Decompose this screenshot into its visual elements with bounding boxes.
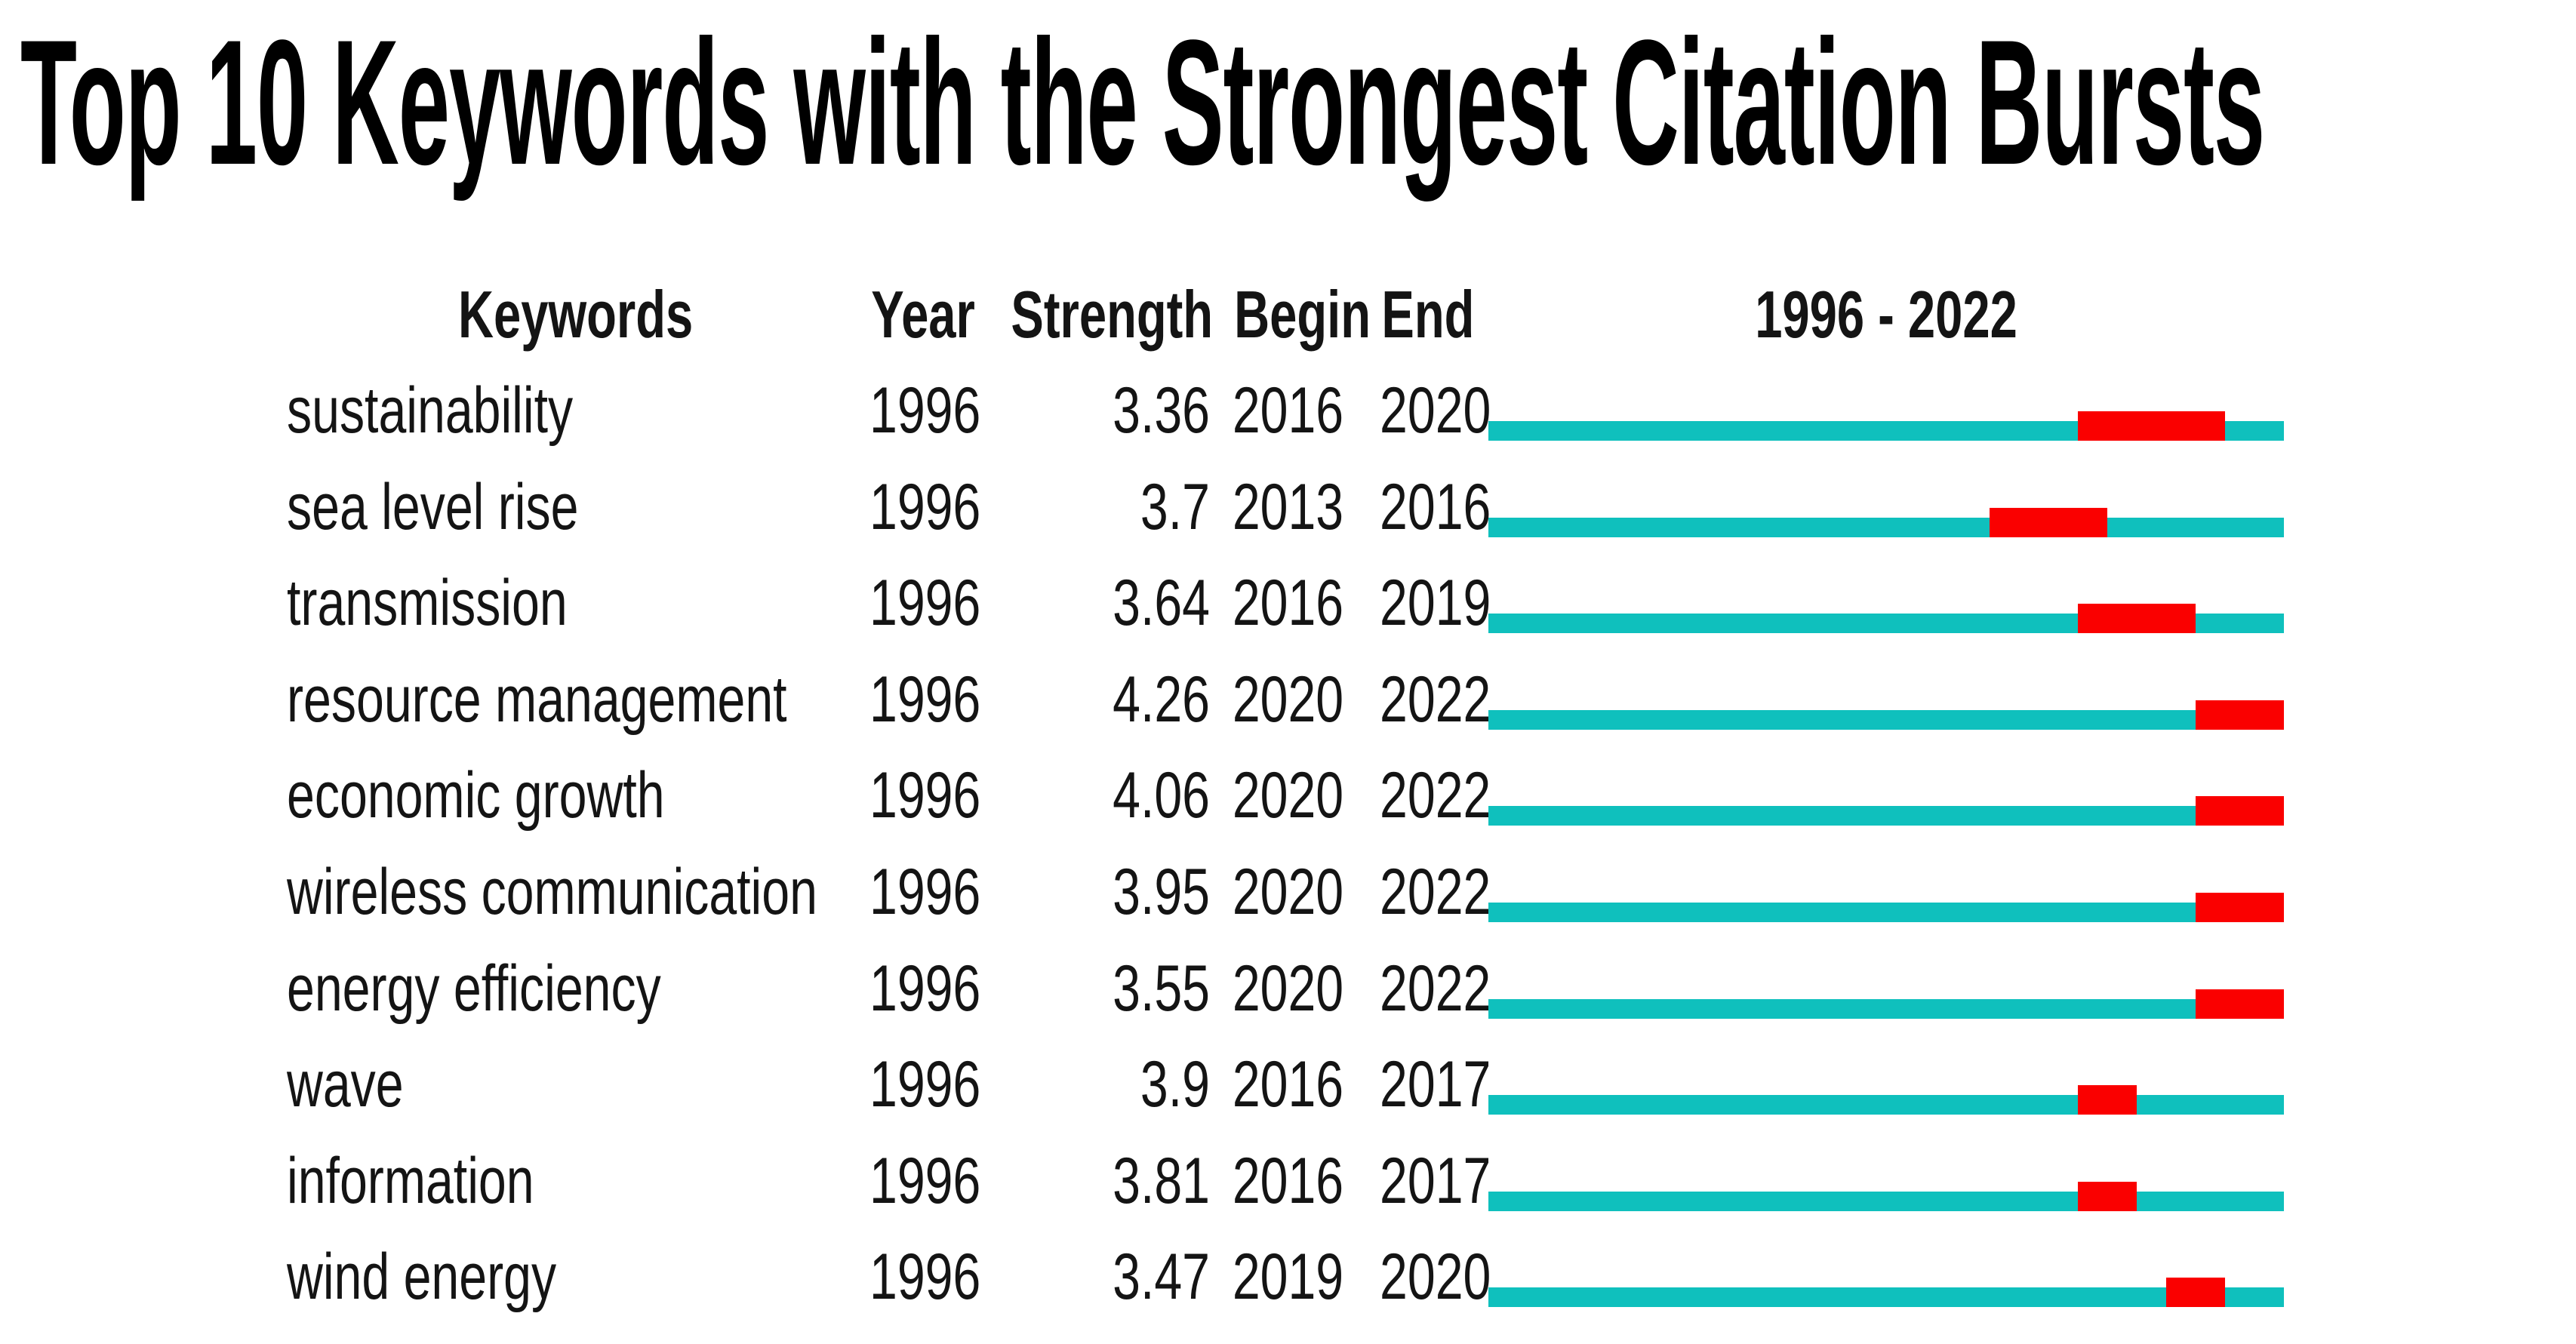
year-value: 1996 [869,1241,981,1313]
timeline-bar [1488,989,2284,1019]
end-value: 2020 [1380,1241,1491,1313]
strength-value: 3.95 [1113,856,1210,928]
keyword-label: sustainability [287,374,574,447]
column-header-keywords: Keywords [458,277,694,352]
table-row: energy efficiency 1996 3.55 2020 2022 [0,954,2576,1050]
timeline-bar [1488,604,2284,633]
end-value: 2016 [1380,471,1491,543]
timeline-bar [1488,1278,2284,1307]
year-value: 1996 [869,952,981,1025]
end-value: 2022 [1380,663,1491,736]
table-row: transmission 1996 3.64 2016 2019 [0,568,2576,665]
strength-value: 3.81 [1113,1145,1210,1217]
column-header-end: End [1381,277,1475,352]
begin-value: 2013 [1232,471,1344,543]
end-value: 2017 [1380,1145,1491,1217]
burst-segment [2077,411,2225,441]
keyword-label: energy efficiency [287,952,661,1025]
table-row: wave 1996 3.9 2016 2017 [0,1050,2576,1146]
strength-value: 4.06 [1113,759,1210,832]
year-value: 1996 [869,856,981,928]
end-value: 2020 [1380,374,1491,447]
table-row: sea level rise 1996 3.7 2013 2016 [0,472,2576,569]
burst-segment [2077,1182,2137,1211]
column-header-strength: Strength [1011,277,1214,352]
chart-title: Top 10 Keywords with the Strongest Citat… [20,3,2265,202]
year-value: 1996 [869,374,981,447]
strength-value: 3.7 [1140,471,1210,543]
timeline-bar [1488,1085,2284,1115]
keyword-label: transmission [287,567,568,639]
burst-segment [2195,893,2284,922]
burst-segment [2195,796,2284,826]
keyword-label: resource management [287,663,787,736]
begin-value: 2020 [1232,952,1344,1025]
table-row: wind energy 1996 3.47 2019 2020 [0,1242,2576,1339]
end-value: 2017 [1380,1048,1491,1121]
table-row: sustainability 1996 3.36 2016 2020 [0,376,2576,472]
end-value: 2019 [1380,567,1491,639]
end-value: 2022 [1380,952,1491,1025]
burst-segment [2195,700,2284,730]
column-header-begin: Begin [1234,277,1371,352]
table-row: resource management 1996 4.26 2020 2022 [0,665,2576,761]
year-value: 1996 [869,1048,981,1121]
keyword-label: wireless communication [287,856,817,928]
begin-value: 2016 [1232,567,1344,639]
year-value: 1996 [869,1145,981,1217]
burst-segment [2077,604,2196,633]
burst-segment [2195,989,2284,1019]
burst-segment [2077,1085,2137,1115]
begin-value: 2020 [1232,663,1344,736]
end-value: 2022 [1380,856,1491,928]
strength-value: 3.55 [1113,952,1210,1025]
column-header-timeline-range: 1996 - 2022 [1755,277,2017,352]
burst-segment [2165,1278,2225,1307]
timeline-bar [1488,1182,2284,1211]
strength-value: 3.9 [1140,1048,1210,1121]
timeline-bar [1488,508,2284,537]
table-row: wireless communication 1996 3.95 2020 20… [0,857,2576,954]
strength-value: 3.64 [1113,567,1210,639]
keyword-label: wave [287,1048,404,1121]
burst-segment [1989,508,2107,537]
timeline-bar [1488,796,2284,826]
timeline-bar [1488,411,2284,441]
begin-value: 2019 [1232,1241,1344,1313]
keyword-label: information [287,1145,534,1217]
column-header-year: Year [871,277,975,352]
begin-value: 2016 [1232,1145,1344,1217]
begin-value: 2016 [1232,1048,1344,1121]
keyword-label: economic growth [287,759,665,832]
begin-value: 2016 [1232,374,1344,447]
strength-value: 3.47 [1113,1241,1210,1313]
year-value: 1996 [869,663,981,736]
keyword-label: sea level rise [287,471,579,543]
table-row: information 1996 3.81 2016 2017 [0,1146,2576,1243]
keyword-label: wind energy [287,1241,557,1313]
timeline-bar [1488,893,2284,922]
table-row: economic growth 1996 4.06 2020 2022 [0,761,2576,857]
end-value: 2022 [1380,759,1491,832]
year-value: 1996 [869,567,981,639]
year-value: 1996 [869,759,981,832]
strength-value: 3.36 [1113,374,1210,447]
strength-value: 4.26 [1113,663,1210,736]
begin-value: 2020 [1232,856,1344,928]
year-value: 1996 [869,471,981,543]
begin-value: 2020 [1232,759,1344,832]
timeline-bar [1488,700,2284,730]
